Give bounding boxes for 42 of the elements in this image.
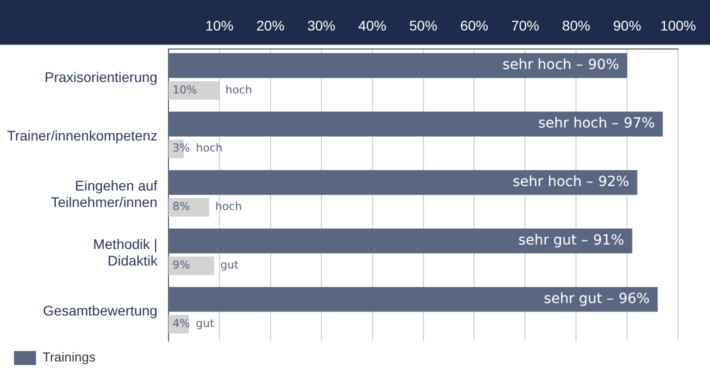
- legend-label: Trainings: [42, 350, 96, 365]
- bar: [168, 53, 628, 78]
- x-tick-label: 50%: [409, 17, 438, 34]
- data-label: 96%: [618, 291, 650, 307]
- y-tick-label: Eingehen auf Teilnehmer/innen: [50, 177, 158, 210]
- annotation: hoch: [196, 142, 223, 155]
- annotation: hoch: [215, 200, 242, 214]
- data-label: 91%: [593, 232, 624, 249]
- y-tick-label: Praxisorientierung: [44, 68, 158, 85]
- bar: [168, 228, 632, 254]
- data-label: 90%: [588, 57, 620, 74]
- bar: [168, 286, 658, 312]
- x-tick-label: 60%: [460, 17, 488, 34]
- data-label: 8%: [172, 200, 190, 214]
- y-tick-label: Methodik | Didaktik: [93, 236, 158, 269]
- annotation: sehr gut –: [544, 291, 614, 307]
- data-label: 9%: [172, 258, 190, 272]
- data-label: 3%: [172, 142, 190, 155]
- data-label: 4%: [172, 317, 190, 330]
- x-tick-label: 100%: [660, 17, 696, 34]
- y-tick-label: Trainer/innenkompetenz: [7, 127, 158, 144]
- x-tick-label: 80%: [562, 17, 590, 34]
- y-tick-label: Gesamtbewertung: [43, 302, 158, 319]
- annotation: hoch: [225, 83, 252, 96]
- bar: [168, 112, 663, 136]
- x-tick-label: 40%: [358, 17, 386, 34]
- x-tick-label: 30%: [307, 17, 336, 34]
- x-tick-label: 90%: [613, 17, 642, 34]
- annotation: gut: [196, 317, 215, 330]
- x-tick-label: 10%: [205, 17, 234, 34]
- bar: [168, 170, 638, 195]
- annotation: sehr hoch –: [502, 57, 584, 74]
- x-tick-label: 20%: [256, 17, 284, 34]
- data-label: 92%: [598, 174, 630, 190]
- annotation: sehr hoch –: [538, 116, 619, 132]
- annotation: sehr hoch –: [512, 174, 594, 190]
- x-tick-label: 70%: [511, 17, 540, 34]
- bar: [168, 256, 214, 276]
- data-label: 97%: [624, 116, 655, 132]
- data-label: 10%: [172, 83, 197, 96]
- annotation: gut: [220, 258, 240, 272]
- annotation: sehr gut –: [518, 232, 588, 249]
